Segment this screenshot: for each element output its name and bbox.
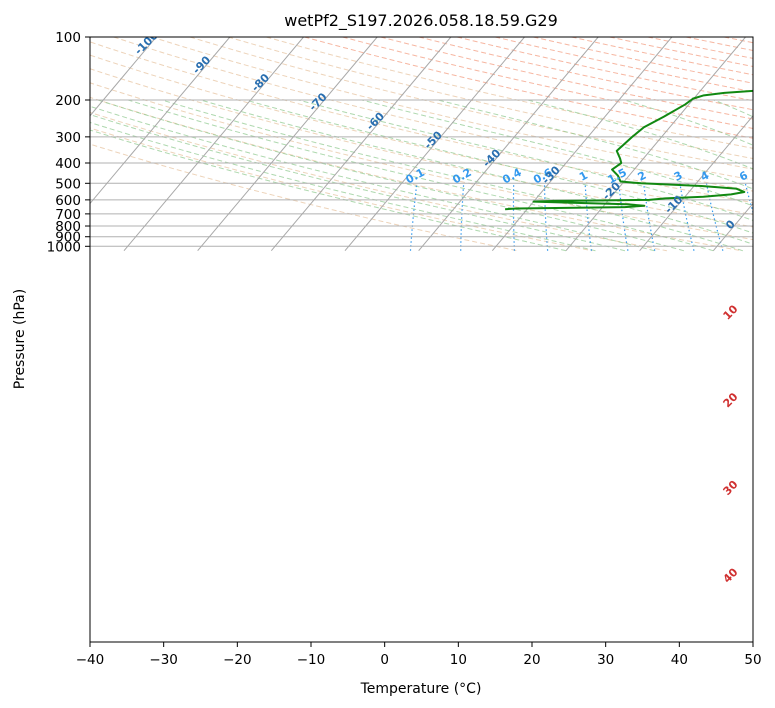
moist-adiabat [90, 114, 626, 252]
isotherm-lines [90, 37, 753, 252]
isotherm-line [90, 37, 231, 205]
x-tick-label: 10 [450, 652, 467, 668]
x-tick-label: 0 [380, 652, 389, 668]
y-axis-label: Pressure (hPa) [12, 289, 28, 389]
x-tick-label: 40 [671, 652, 688, 668]
moist-adiabat [127, 99, 714, 252]
dry-adiabat [304, 37, 753, 139]
moist-adiabat [527, 99, 753, 170]
moist-adiabat [298, 99, 753, 221]
plot-frame [89, 36, 754, 643]
isotherm-line [639, 115, 753, 252]
y-tick-label: 900 [55, 230, 81, 246]
dry-adiabat [90, 68, 753, 228]
isotherm-line [270, 37, 452, 252]
y-tick-label: 500 [55, 176, 81, 192]
x-axis-label: Temperature (°C) [360, 681, 482, 697]
profile-line-2 [505, 89, 753, 211]
x-tick-label: −30 [149, 652, 178, 668]
x-tick-label: 30 [597, 652, 614, 668]
isotherm-line [344, 37, 525, 252]
moist-adiabat [361, 99, 753, 207]
isotherm-line [491, 37, 673, 252]
mixing-ratio-line [618, 183, 629, 251]
mixing-ratio-line [543, 183, 549, 251]
isotherm-line [418, 37, 599, 252]
mixing-ratio-line [409, 183, 418, 251]
isotherm-line [123, 37, 304, 252]
moist-adiabat [200, 99, 753, 245]
y-tick-label: 200 [55, 93, 81, 109]
mixing-ratio-line [512, 183, 516, 251]
isotherm-line [90, 37, 157, 117]
overlay-labels: 0.10.20.40.611.52346810131620253036-100-… [132, 37, 750, 586]
isotherm-line [712, 202, 753, 252]
y-tick-label: 1000 [47, 239, 81, 255]
x-tick-label: −10 [297, 652, 326, 668]
y-tick-label: 800 [55, 219, 81, 235]
y-tick-label: 100 [55, 30, 81, 46]
x-tick-label: −20 [223, 652, 252, 668]
pressure-gridlines [90, 37, 753, 247]
y-tick-label: 600 [55, 193, 81, 209]
x-tick-label: 20 [523, 652, 540, 668]
x-axis-ticks: −40 −30 −20 −10 0 10 20 30 40 50 [76, 642, 762, 668]
dry-adiabat [342, 37, 753, 130]
isotherm-line [565, 37, 746, 252]
moist-adiabat [245, 99, 753, 234]
moist-adiabat [90, 121, 596, 252]
isotherm-line [197, 37, 378, 252]
y-tick-label: 400 [55, 156, 81, 172]
chart-title: wetPf2_S197.2026.058.18.59.G29 [284, 11, 558, 31]
moist-adiabat [90, 105, 655, 252]
dry-adiabat [90, 54, 753, 216]
dry-adiabat [266, 37, 753, 149]
mixing-ratio-line [584, 183, 593, 251]
moist-adiabat [90, 129, 567, 252]
x-tick-label: −40 [76, 652, 105, 668]
x-tick-label: 50 [744, 652, 761, 668]
moist-adiabat [437, 99, 753, 190]
moist-adiabat [97, 99, 684, 252]
mixing-ratio-line [643, 183, 656, 251]
profile-lines [505, 89, 753, 211]
y-tick-label: 300 [55, 130, 81, 146]
y-tick-label: 700 [55, 207, 81, 223]
dry-adiabat [113, 37, 753, 192]
